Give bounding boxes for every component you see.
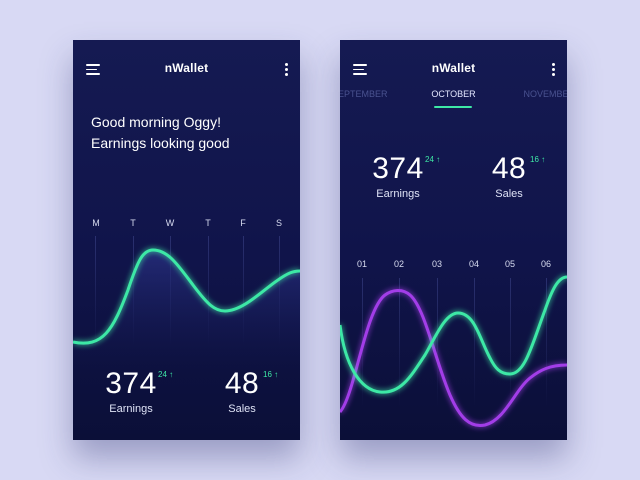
tab-october[interactable]: OCTOBER xyxy=(431,89,476,99)
monthly-screen: nWallet SEPTEMBER OCTOBER NOVEMBER 374 2… xyxy=(340,40,567,440)
earnings-label: Earnings xyxy=(376,188,420,200)
app-title: nWallet xyxy=(164,61,209,75)
earnings-stat: 374 24 ↑ Earnings xyxy=(370,152,440,201)
greeting-line-2: Earnings looking good xyxy=(91,135,230,151)
earnings-value: 374 xyxy=(105,367,157,400)
grid-line xyxy=(510,278,511,408)
grid-line xyxy=(95,236,96,346)
hamburger-icon[interactable] xyxy=(86,64,100,75)
sales-label: Sales xyxy=(495,188,523,200)
earnings-delta: 24 ↑ xyxy=(425,155,441,164)
day-label: T xyxy=(130,218,136,228)
grid-line xyxy=(474,278,475,408)
tab-september[interactable]: SEPTEMBER xyxy=(340,89,388,99)
sales-stat: 48 16 ↑ Sales xyxy=(223,367,278,416)
day-label: M xyxy=(92,218,100,228)
sales-delta: 16 ↑ xyxy=(263,370,279,379)
earnings-stat: 374 24 ↑ Earnings xyxy=(103,367,173,416)
x-label: 04 xyxy=(468,259,480,269)
greeting: Good morning Oggy! Earnings looking good xyxy=(91,112,230,154)
app-bar: nWallet xyxy=(340,40,567,98)
weekly-earnings-chart xyxy=(73,248,300,370)
more-options-icon[interactable] xyxy=(284,63,288,77)
grid-line xyxy=(546,278,547,408)
x-label: 05 xyxy=(504,259,516,269)
grid-line xyxy=(437,278,438,408)
hamburger-icon[interactable] xyxy=(353,64,367,75)
x-label: 06 xyxy=(540,259,552,269)
sales-value: 48 xyxy=(224,367,260,400)
grid-line xyxy=(243,236,244,346)
day-label: W xyxy=(165,218,175,228)
app-title: nWallet xyxy=(431,61,476,75)
sales-label: Sales xyxy=(228,403,256,415)
x-label: 02 xyxy=(393,259,405,269)
sales-delta: 16 ↑ xyxy=(530,155,546,164)
x-label: 03 xyxy=(431,259,443,269)
day-label: S xyxy=(275,218,283,228)
more-options-icon[interactable] xyxy=(551,63,555,77)
sales-value: 48 xyxy=(491,152,527,185)
dashboard-screen: nWallet Good morning Oggy! Earnings look… xyxy=(73,40,300,440)
app-bar: nWallet xyxy=(73,40,300,98)
earnings-label: Earnings xyxy=(109,403,153,415)
grid-line xyxy=(208,236,209,346)
earnings-value: 374 xyxy=(372,152,424,185)
sales-stat: 48 16 ↑ Sales xyxy=(490,152,545,201)
monthly-chart xyxy=(340,275,567,428)
day-labels: M T W T F S xyxy=(73,218,300,228)
x-label: 01 xyxy=(356,259,368,269)
tab-november[interactable]: NOVEMBER xyxy=(523,89,567,99)
grid-line xyxy=(399,278,400,408)
active-tab-indicator xyxy=(434,106,472,108)
greeting-line-1: Good morning Oggy! xyxy=(91,114,221,130)
month-tabs: SEPTEMBER OCTOBER NOVEMBER xyxy=(340,89,567,109)
earnings-delta: 24 ↑ xyxy=(158,370,174,379)
day-label: F xyxy=(240,218,246,228)
day-label: T xyxy=(205,218,211,228)
